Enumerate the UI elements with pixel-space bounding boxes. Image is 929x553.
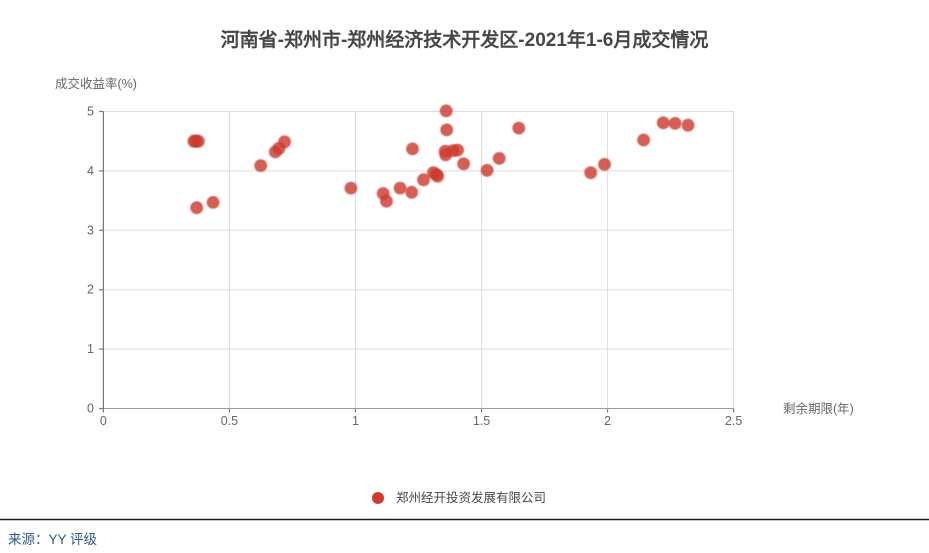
svg-text:5: 5 <box>87 105 94 119</box>
svg-text:1: 1 <box>87 342 94 356</box>
svg-text:1: 1 <box>352 414 359 428</box>
svg-text:2: 2 <box>604 414 611 428</box>
svg-text:4: 4 <box>87 164 94 178</box>
svg-text:3: 3 <box>87 223 94 237</box>
svg-text:0: 0 <box>87 402 94 416</box>
svg-text:来源：YY 评级: 来源：YY 评级 <box>8 532 98 547</box>
svg-text:郑州经开投资发展有限公司: 郑州经开投资发展有限公司 <box>396 490 546 505</box>
svg-text:1.5: 1.5 <box>473 414 490 428</box>
svg-text:2.5: 2.5 <box>725 414 742 428</box>
svg-text:2: 2 <box>87 283 94 297</box>
svg-text:剩余期限(年): 剩余期限(年) <box>783 401 854 416</box>
svg-text:0: 0 <box>100 414 107 428</box>
svg-text:0.5: 0.5 <box>221 414 238 428</box>
